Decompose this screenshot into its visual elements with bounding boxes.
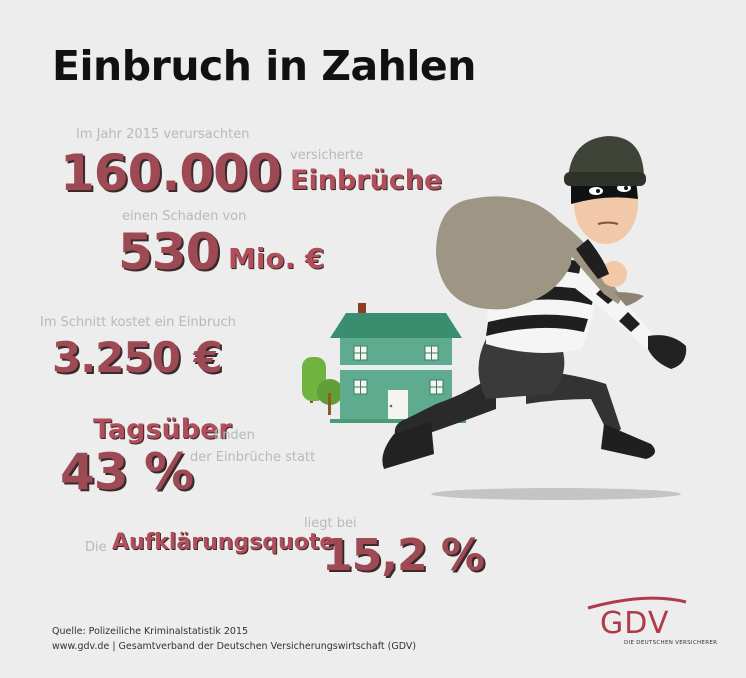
stat-clear-liegt: liegt bei [304,516,357,531]
stat-clear-die: Die [85,540,107,555]
stat-count-pre: versicherte [290,148,364,163]
stat-clear-value: 15,2 % [322,530,485,581]
gdv-logo: GDV DIE DEUTSCHEN VERSICHERER [586,594,718,654]
gdv-arc-icon [587,596,687,610]
stat-intro: Im Jahr 2015 verursachten [76,127,250,142]
stat-avg-value: 3.250 € [52,333,223,382]
stat-day-value: 43 % [60,443,194,501]
footer-source: Quelle: Polizeiliche Kriminalstatistik 2… [52,626,249,637]
stat-day-finden: finden [214,428,255,443]
stat-damage-value: 530 [118,223,220,281]
stat-count-label: Einbrüche [290,165,443,196]
stat-day-post: der Einbrüche statt [190,450,316,465]
tree-illustration [302,357,343,415]
stat-damage-unit: Mio. € [228,242,325,275]
footer-publisher: www.gdv.de | Gesamtverband der Deutschen… [52,641,417,652]
stat-clear-label: Aufklärungsquote [112,530,335,555]
stat-count-value: 160.000 [60,144,282,202]
page-title: Einbruch in Zahlen [52,42,476,90]
gdv-logo-subtitle: DIE DEUTSCHEN VERSICHERER [624,640,718,646]
stat-avg-intro: Im Schnitt kostet ein Einbruch [40,315,236,330]
gdv-logo-text: GDV [600,606,670,641]
stat-day-label: Tagsüber [93,414,232,445]
burglar-illustration [382,136,687,500]
stat-damage-pre: einen Schaden von [122,209,247,224]
